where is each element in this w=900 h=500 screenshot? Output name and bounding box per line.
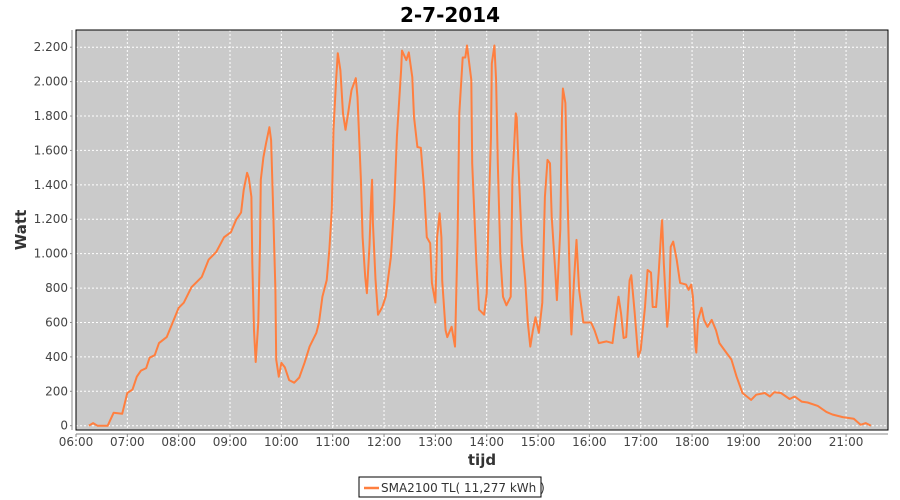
legend-label: SMA2100 TL( 11,277 kWh ) xyxy=(381,481,545,495)
x-tick-label: 08:00 xyxy=(161,435,196,449)
x-axis-label: tijd xyxy=(468,451,496,469)
x-tick-label: 21:00 xyxy=(829,435,864,449)
x-tick-label: 10:00 xyxy=(264,435,299,449)
y-tick-label: 1.200 xyxy=(34,212,68,226)
x-tick-label: 13:00 xyxy=(418,435,453,449)
x-tick-label: 16:00 xyxy=(572,435,607,449)
chart-title: 2-7-2014 xyxy=(400,3,500,27)
x-tick-label: 11:00 xyxy=(315,435,350,449)
y-tick-label: 1.000 xyxy=(34,247,68,261)
series-line-sma2100 xyxy=(88,44,872,427)
legend-box xyxy=(358,476,542,498)
x-tick-label: 06:00 xyxy=(59,435,94,449)
plot-border xyxy=(75,29,889,431)
y-tick-label: 1.600 xyxy=(34,143,68,157)
x-tick-label: 15:00 xyxy=(521,435,556,449)
x-tick-label: 07:00 xyxy=(110,435,145,449)
y-tick-label: 1.400 xyxy=(34,178,68,192)
x-tick-label: 20:00 xyxy=(777,435,812,449)
x-tick-label: 14:00 xyxy=(469,435,504,449)
x-tick-label: 19:00 xyxy=(726,435,761,449)
x-tick-label: 18:00 xyxy=(675,435,710,449)
y-tick-label: 200 xyxy=(45,384,68,398)
y-tick-label: 0 xyxy=(60,419,68,433)
y-tick-label: 2.200 xyxy=(34,40,68,54)
y-axis-label: Watt xyxy=(12,210,30,250)
y-tick-label: 2.000 xyxy=(34,75,68,89)
y-tick-label: 800 xyxy=(45,281,68,295)
y-axis: 0 200 400 600 800 1.000 1.200 1.400 1.600 1.800 2.… xyxy=(34,30,73,433)
x-axis: 06:00 07:00 08:00 09:00 10:00 11:00 12:00 13:00… xyxy=(59,433,888,449)
x-tick-label: 17:00 xyxy=(623,435,658,449)
y-tick-label: 1.800 xyxy=(34,109,68,123)
y-tick-label: 600 xyxy=(45,315,68,329)
x-tick-label: 09:00 xyxy=(213,435,248,449)
y-tick-label: 400 xyxy=(45,350,68,364)
legend: SMA2100 TL( 11,277 kWh ) xyxy=(358,476,545,498)
x-tick-label: 12:00 xyxy=(367,435,402,449)
plot-area xyxy=(76,30,888,430)
